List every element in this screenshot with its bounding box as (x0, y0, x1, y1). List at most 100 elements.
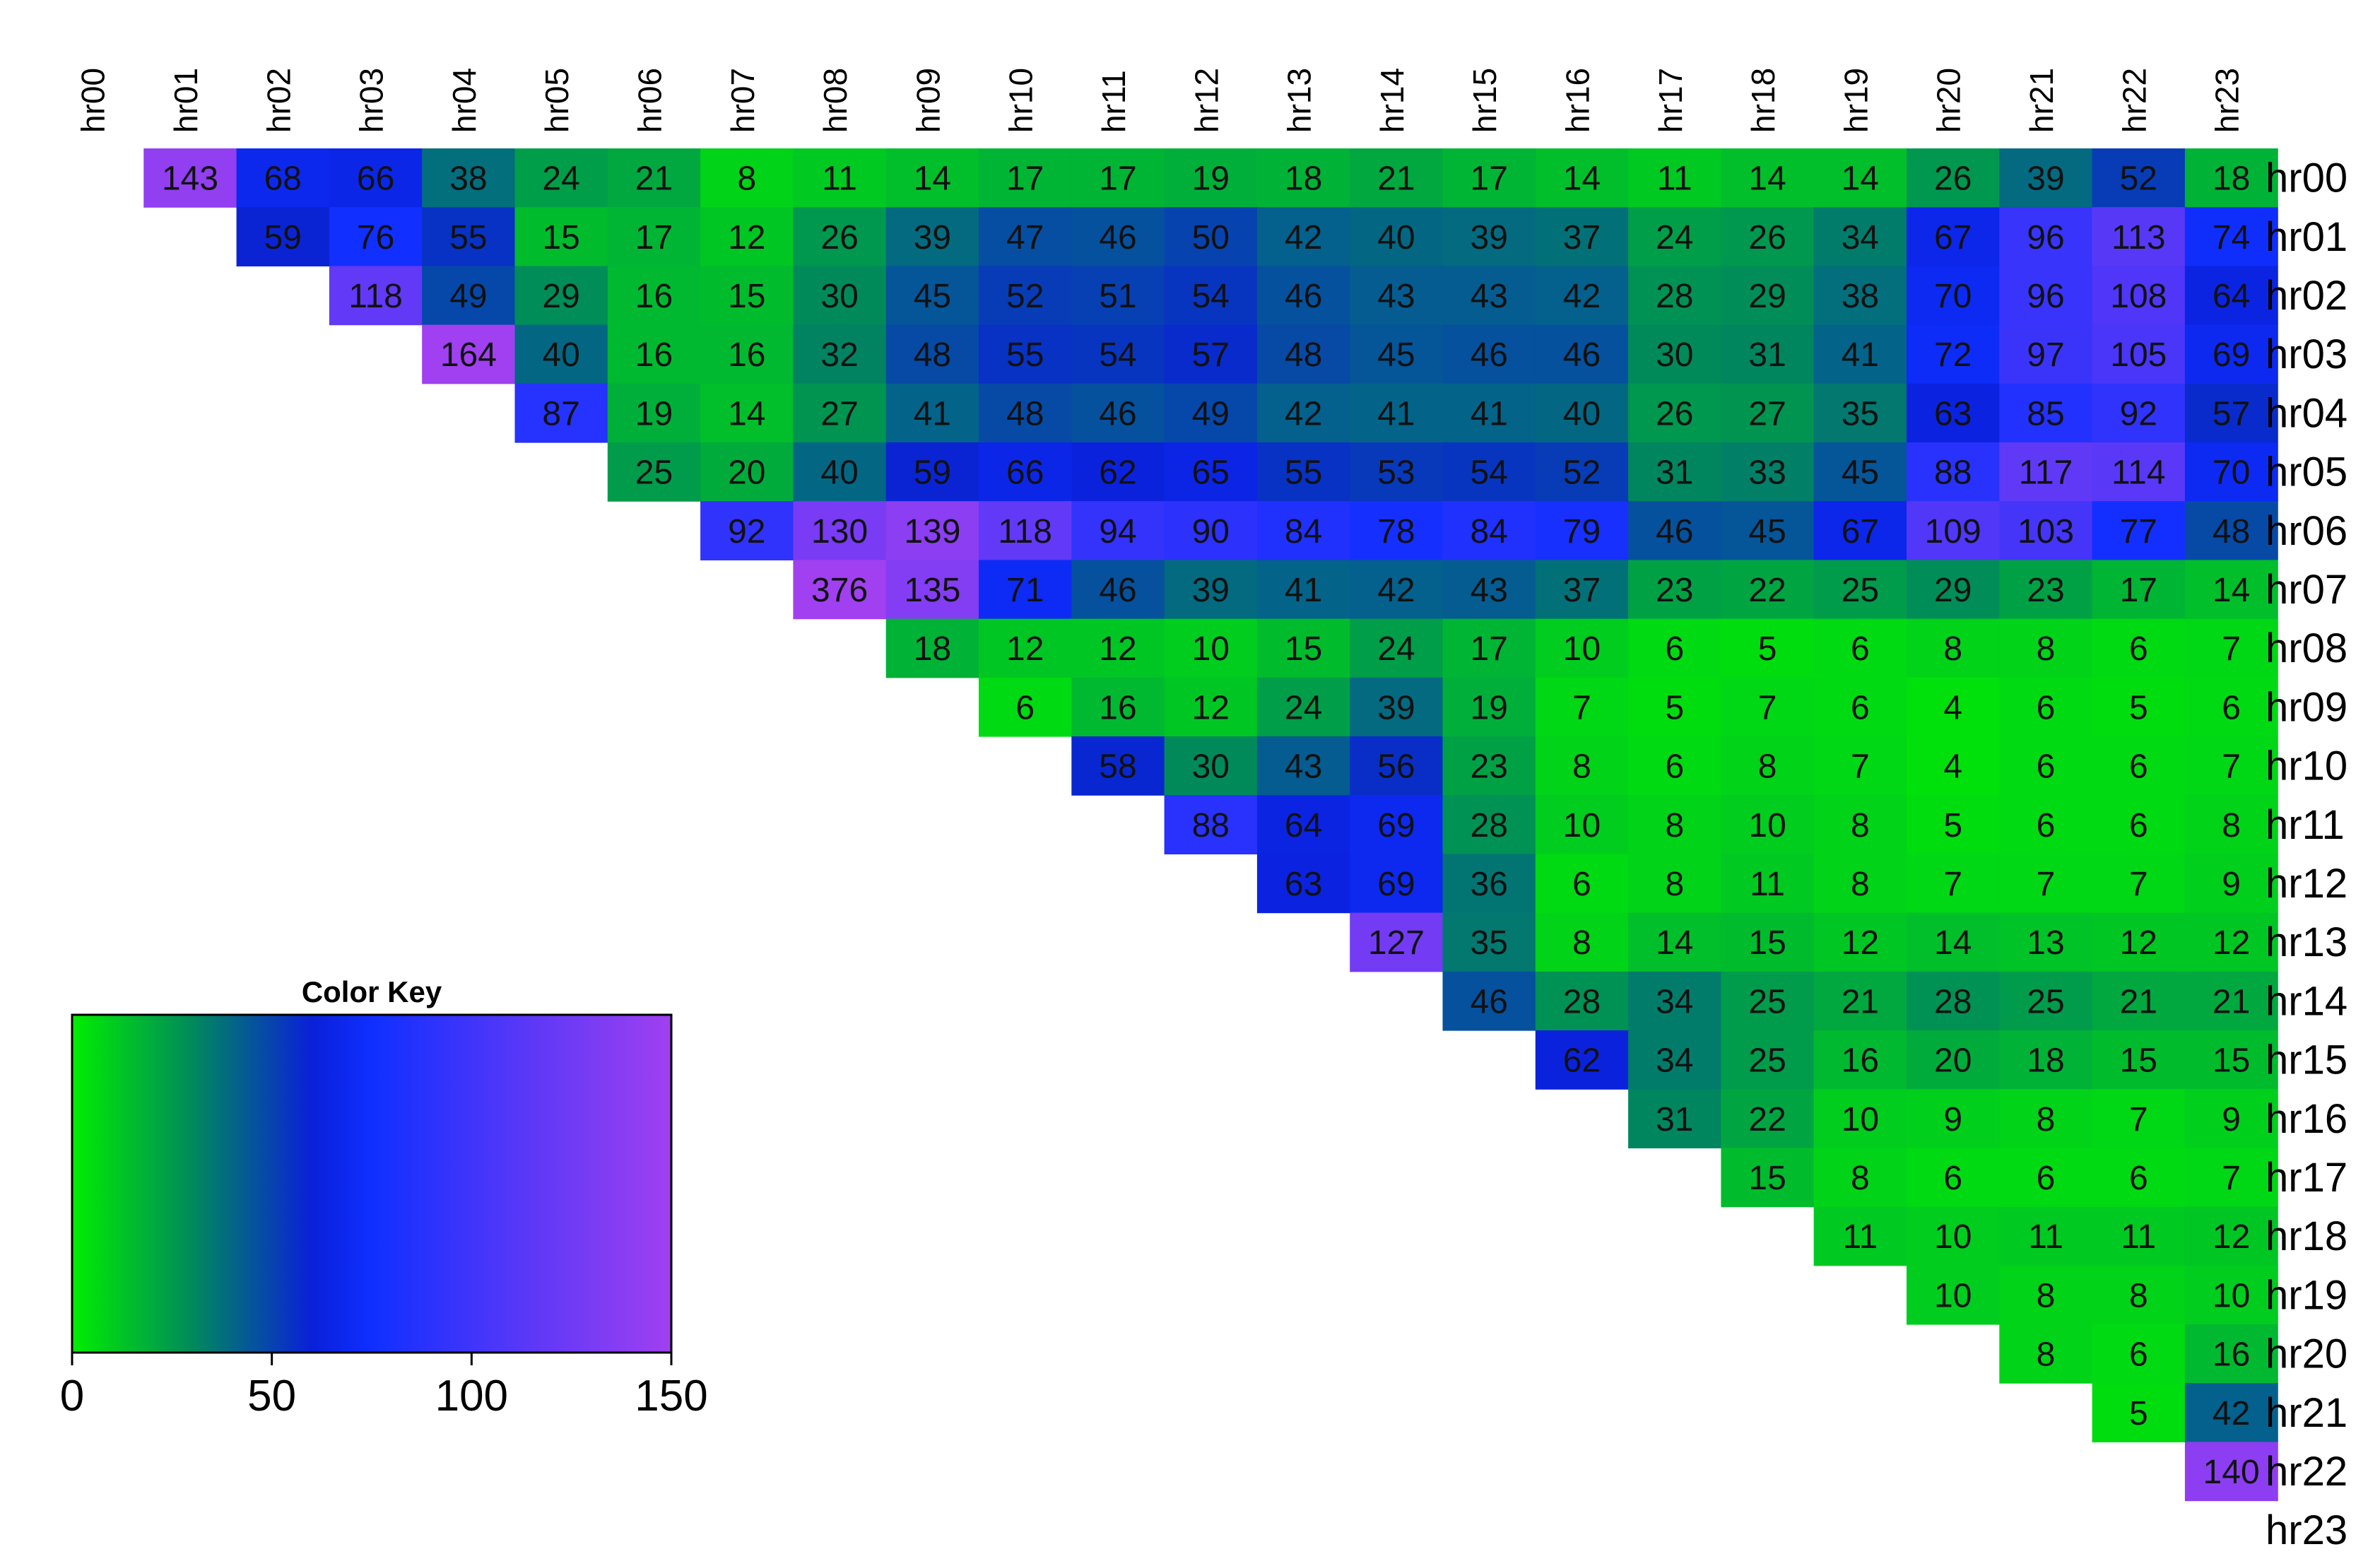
column-label-hr18: hr18 (1745, 68, 1781, 133)
cell-value-label: 17 (1099, 160, 1136, 198)
heatmap-cell-hr01-hr10 (979, 207, 1072, 266)
heatmap-cell-hr01-hr12 (1164, 207, 1258, 266)
cell-value-label: 7 (2222, 630, 2241, 668)
heatmap-cell-hr10-hr19 (1813, 736, 1907, 796)
row-label-hr21: hr21 (2266, 1390, 2347, 1436)
heatmap-cell-hr07-hr12 (1164, 560, 1258, 620)
heatmap-cell-hr20-hr21 (1999, 1324, 2093, 1384)
heatmap-cell-hr06-hr08 (793, 501, 887, 560)
row-label-hr07: hr07 (2266, 567, 2347, 613)
cell-value-label: 8 (1851, 807, 1870, 844)
row-label-hr06: hr06 (2266, 508, 2347, 554)
cell-value-label: 46 (1471, 336, 1508, 374)
cell-value-label: 13 (2027, 924, 2064, 962)
heatmap-cell-hr06-hr20 (1907, 501, 2000, 560)
column-label-hr07: hr07 (724, 68, 761, 133)
heatmap-cell-hr19-hr23 (2184, 1265, 2278, 1325)
row-label-hr04: hr04 (2266, 390, 2347, 436)
heatmap-cell-hr15-hr20 (1907, 1030, 2000, 1090)
cell-value-label: 7 (2037, 866, 2056, 903)
cell-value-label: 14 (2213, 572, 2250, 609)
heatmap-cell-hr15-hr16 (1535, 1030, 1629, 1090)
heatmap-cell-hr06-hr09 (885, 501, 979, 560)
cell-value-label: 51 (1099, 278, 1136, 315)
heatmap-cell-hr03-hr21 (1999, 324, 2093, 384)
cell-value-label: 41 (914, 395, 951, 432)
heatmap-cell-hr06-hr18 (1721, 501, 1815, 560)
cell-value-label: 45 (1748, 513, 1786, 551)
cell-value-label: 48 (1006, 395, 1044, 432)
heatmap-cell-hr04-hr18 (1721, 383, 1815, 443)
cell-value-label: 135 (904, 572, 960, 609)
column-label-hr19: hr19 (1837, 68, 1874, 133)
column-label-hr10: hr10 (1003, 68, 1039, 133)
cell-value-label: 58 (1099, 748, 1136, 786)
cell-value-label: 88 (1934, 454, 1972, 492)
heatmap-cell-hr02-hr15 (1442, 266, 1536, 326)
cell-value-label: 66 (357, 160, 394, 198)
cell-value-label: 10 (1842, 1101, 1879, 1138)
cell-value-label: 41 (1285, 572, 1322, 609)
heatmap-cell-hr11-hr15 (1442, 795, 1536, 854)
cell-value-label: 69 (1377, 807, 1415, 844)
cell-value-label: 29 (1748, 278, 1786, 315)
row-label-hr02: hr02 (2266, 273, 2347, 319)
heatmap-cell-hr09-hr11 (1071, 677, 1165, 737)
cell-value-label: 76 (357, 219, 394, 257)
heatmap-cell-hr21-hr23 (2184, 1383, 2278, 1442)
heatmap-cell-hr05-hr07 (700, 442, 794, 502)
cell-value-label: 25 (1748, 983, 1786, 1020)
heatmap-cell-hr03-hr16 (1535, 324, 1629, 384)
cell-value-label: 5 (1943, 807, 1962, 844)
heatmap-cell-hr11-hr21 (1999, 795, 2093, 854)
heatmap-cell-hr10-hr17 (1628, 736, 1721, 796)
heatmap-cell-hr01-hr04 (422, 207, 516, 266)
cell-value-label: 20 (1934, 1042, 1972, 1080)
cell-value-label: 8 (2037, 630, 2056, 668)
heatmap-cell-hr04-hr07 (700, 383, 794, 443)
cell-value-label: 17 (635, 219, 673, 257)
cell-value-label: 18 (1285, 160, 1322, 198)
cell-value-label: 31 (1656, 1101, 1693, 1138)
row-label-hr13: hr13 (2266, 919, 2347, 965)
heatmap-cell-hr17-hr23 (2184, 1148, 2278, 1208)
heatmap-cell-hr05-hr15 (1442, 442, 1536, 502)
heatmap-cell-hr04-hr15 (1442, 383, 1536, 443)
cell-value-label: 21 (1377, 160, 1415, 198)
heatmap-cell-hr05-hr17 (1628, 442, 1721, 502)
cell-value-label: 64 (1285, 807, 1322, 844)
cell-value-label: 56 (1377, 748, 1415, 786)
cell-value-label: 30 (820, 278, 858, 315)
heatmap-cell-hr05-hr14 (1350, 442, 1444, 502)
heatmap-cell-hr21-hr22 (2092, 1383, 2186, 1442)
heatmap-cell-hr12-hr22 (2092, 854, 2186, 914)
heatmap-cell-hr03-hr23 (2184, 324, 2278, 384)
row-label-hr00: hr00 (2266, 155, 2347, 201)
cell-value-label: 57 (2213, 395, 2250, 432)
cell-value-label: 84 (1471, 513, 1508, 551)
heatmap-cell-hr06-hr11 (1071, 501, 1165, 560)
cell-value-label: 34 (1656, 1042, 1693, 1080)
cell-value-label: 23 (1656, 572, 1693, 609)
row-label-hr01: hr01 (2266, 214, 2347, 260)
cell-value-label: 77 (2120, 513, 2157, 551)
cell-value-label: 52 (1006, 278, 1044, 315)
heatmap-cell-hr10-hr14 (1350, 736, 1444, 796)
cell-value-label: 28 (1563, 983, 1601, 1020)
column-labels: hr00 hr01 hr02 hr03 hr04 hr05 hr06 hr07 hr08 hr09… (75, 68, 2246, 133)
heatmap-cell-hr12-hr18 (1721, 854, 1815, 914)
row-label-hr16: hr16 (2266, 1096, 2347, 1142)
heatmap-cell-hr06-hr13 (1256, 501, 1350, 560)
heatmap-cell-hr07-hr10 (979, 560, 1072, 620)
heatmap-cell-hr13-hr23 (2184, 912, 2278, 972)
cell-value-label: 96 (2027, 219, 2064, 257)
cell-value-label: 12 (1842, 924, 1879, 962)
heatmap-cell-hr00-hr06 (607, 148, 701, 208)
heatmap-cell-hr07-hr09 (885, 560, 979, 620)
heatmap-cell-hr01-hr03 (329, 207, 423, 266)
heatmap-cell-hr09-hr10 (979, 677, 1072, 737)
heatmap-cell-hr11-hr20 (1907, 795, 2000, 854)
heatmap-cell-hr10-hr21 (1999, 736, 2093, 796)
cell-value-label: 88 (1192, 807, 1230, 844)
heatmap-cell-hr00-hr10 (979, 148, 1072, 208)
